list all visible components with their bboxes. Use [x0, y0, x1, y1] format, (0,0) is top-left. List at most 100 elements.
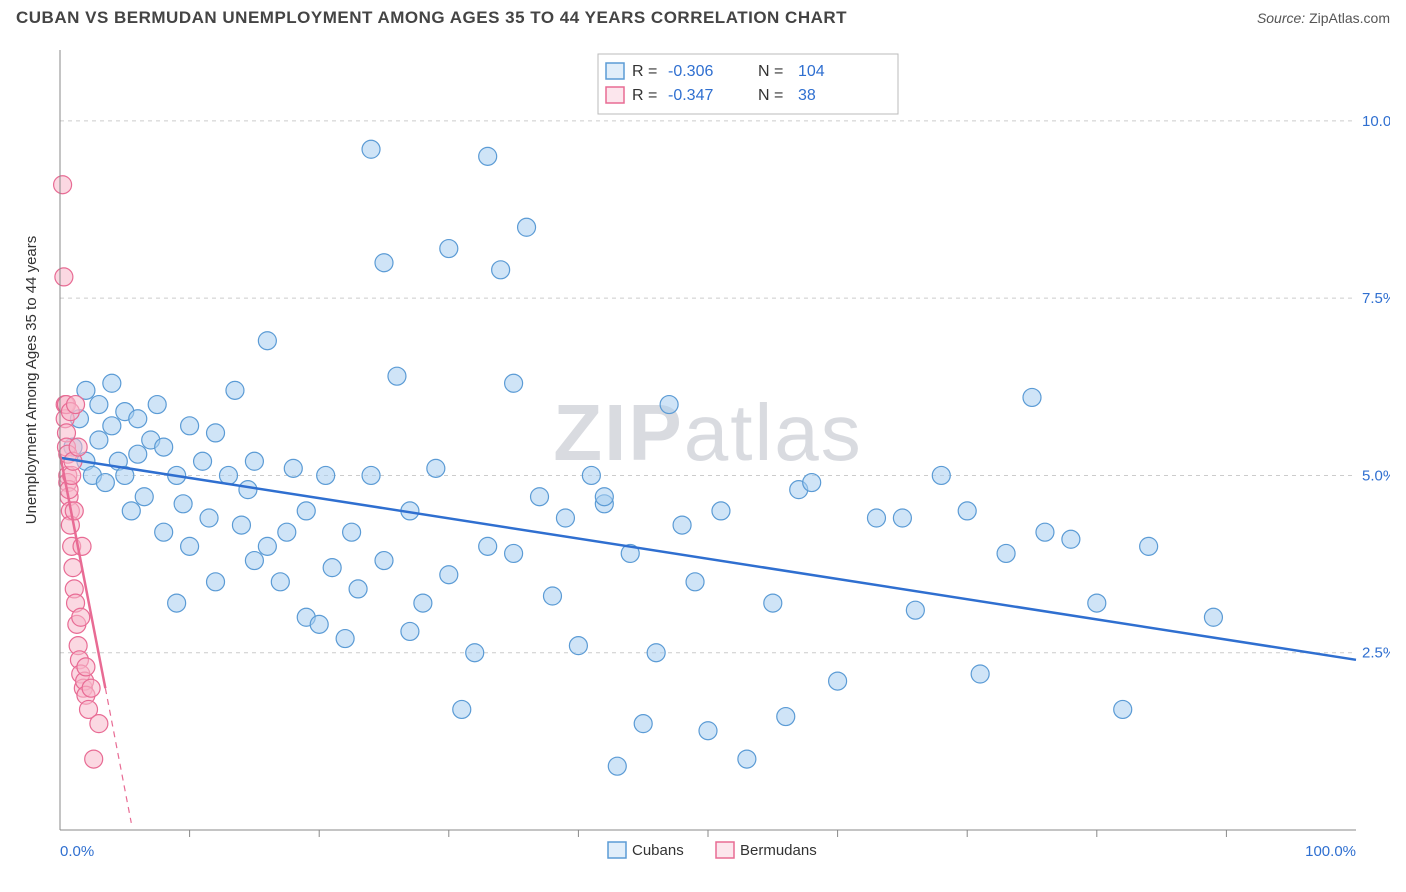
- legend-swatch: [608, 842, 626, 858]
- data-point: [893, 509, 911, 527]
- data-point: [67, 396, 85, 414]
- data-point: [712, 502, 730, 520]
- data-point: [595, 488, 613, 506]
- data-point: [1036, 523, 1054, 541]
- data-point: [543, 587, 561, 605]
- data-point: [207, 573, 225, 591]
- data-point: [738, 750, 756, 768]
- data-point: [148, 396, 166, 414]
- data-point: [245, 452, 263, 470]
- data-point: [181, 417, 199, 435]
- data-point: [69, 438, 87, 456]
- data-point: [414, 594, 432, 612]
- stats-r-value: -0.347: [668, 87, 713, 104]
- data-point: [569, 637, 587, 655]
- data-point: [1114, 700, 1132, 718]
- data-point: [531, 488, 549, 506]
- watermark: ZIPatlas: [553, 388, 862, 477]
- data-point: [479, 147, 497, 165]
- data-point: [90, 396, 108, 414]
- data-point: [647, 644, 665, 662]
- data-point: [82, 679, 100, 697]
- data-point: [829, 672, 847, 690]
- data-point: [867, 509, 885, 527]
- data-point: [129, 410, 147, 428]
- x-tick-label: 0.0%: [60, 843, 94, 860]
- data-point: [440, 566, 458, 584]
- data-point: [72, 608, 90, 626]
- data-point: [54, 176, 72, 194]
- data-point: [997, 544, 1015, 562]
- legend-label: Cubans: [632, 842, 684, 859]
- data-point: [505, 544, 523, 562]
- y-tick-label: 7.5%: [1362, 290, 1390, 307]
- data-point: [673, 516, 691, 534]
- data-point: [479, 537, 497, 555]
- data-point: [200, 509, 218, 527]
- y-axis-title: Unemployment Among Ages 35 to 44 years: [23, 236, 40, 525]
- data-point: [174, 495, 192, 513]
- source-label: Source:: [1257, 10, 1305, 26]
- data-point: [239, 481, 257, 499]
- data-point: [103, 417, 121, 435]
- data-point: [686, 573, 704, 591]
- data-point: [278, 523, 296, 541]
- chart-title: CUBAN VS BERMUDAN UNEMPLOYMENT AMONG AGE…: [16, 8, 847, 28]
- data-point: [77, 658, 95, 676]
- stats-r-label: R =: [632, 63, 657, 80]
- source-attribution: Source: ZipAtlas.com: [1257, 10, 1390, 26]
- x-tick-label: 100.0%: [1305, 843, 1356, 860]
- data-point: [323, 559, 341, 577]
- data-point: [1023, 388, 1041, 406]
- data-point: [271, 573, 289, 591]
- data-point: [297, 502, 315, 520]
- stats-swatch: [606, 87, 624, 103]
- data-point: [64, 559, 82, 577]
- data-point: [1140, 537, 1158, 555]
- data-point: [90, 431, 108, 449]
- data-point: [232, 516, 250, 534]
- stats-swatch: [606, 63, 624, 79]
- legend-swatch: [716, 842, 734, 858]
- data-point: [401, 622, 419, 640]
- data-point: [699, 722, 717, 740]
- stats-n-value: 104: [798, 63, 825, 80]
- data-point: [103, 374, 121, 392]
- data-point: [803, 474, 821, 492]
- stats-n-label: N =: [758, 87, 783, 104]
- data-point: [194, 452, 212, 470]
- header: CUBAN VS BERMUDAN UNEMPLOYMENT AMONG AGE…: [0, 0, 1406, 32]
- data-point: [343, 523, 361, 541]
- stats-n-value: 38: [798, 87, 816, 104]
- data-point: [96, 474, 114, 492]
- y-tick-label: 2.5%: [1362, 645, 1390, 662]
- data-point: [168, 594, 186, 612]
- data-point: [505, 374, 523, 392]
- data-point: [388, 367, 406, 385]
- data-point: [155, 523, 173, 541]
- data-point: [777, 708, 795, 726]
- legend-label: Bermudans: [740, 842, 817, 859]
- correlation-chart: 2.5%5.0%7.5%10.0%ZIPatlas0.0%100.0%Unemp…: [16, 40, 1390, 884]
- data-point: [492, 261, 510, 279]
- data-point: [375, 552, 393, 570]
- data-point: [764, 594, 782, 612]
- data-point: [1062, 530, 1080, 548]
- data-point: [375, 254, 393, 272]
- data-point: [155, 438, 173, 456]
- stats-n-label: N =: [758, 63, 783, 80]
- data-point: [245, 552, 263, 570]
- data-point: [122, 502, 140, 520]
- data-point: [181, 537, 199, 555]
- data-point: [336, 630, 354, 648]
- data-point: [427, 459, 445, 477]
- data-point: [440, 240, 458, 258]
- trend-line-ext: [105, 688, 131, 823]
- data-point: [65, 502, 83, 520]
- data-point: [660, 396, 678, 414]
- data-point: [634, 715, 652, 733]
- stats-r-value: -0.306: [668, 63, 713, 80]
- chart-container: 2.5%5.0%7.5%10.0%ZIPatlas0.0%100.0%Unemp…: [16, 40, 1390, 884]
- data-point: [258, 537, 276, 555]
- data-point: [1088, 594, 1106, 612]
